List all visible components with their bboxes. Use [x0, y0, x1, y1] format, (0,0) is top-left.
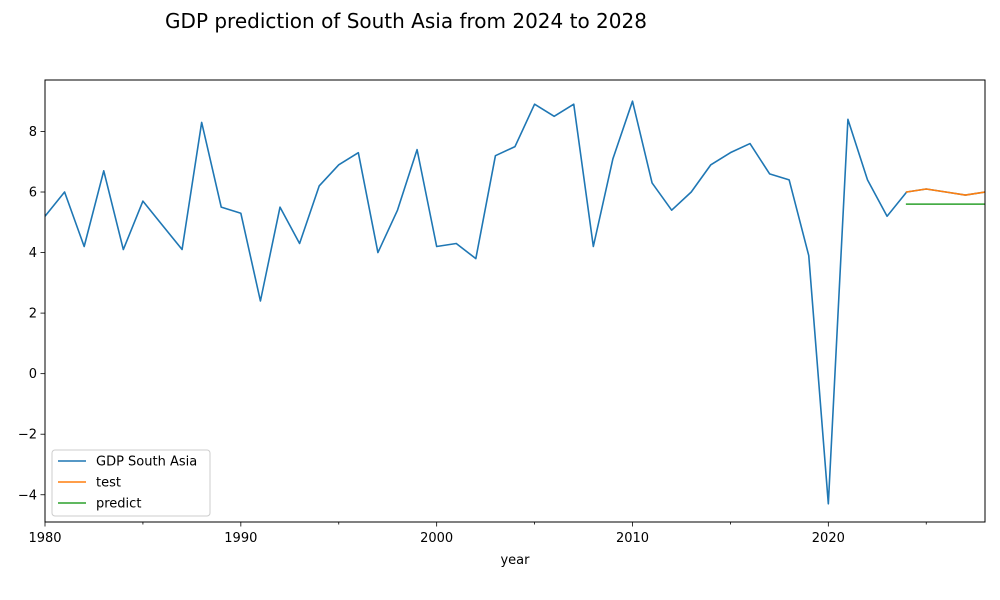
y-tick-label: 0 — [29, 367, 37, 382]
y-tick-label: −4 — [18, 488, 37, 503]
legend: GDP South Asia test predict — [51, 449, 211, 517]
series-line-0 — [45, 100, 985, 505]
legend-label: GDP South Asia — [96, 455, 197, 470]
y-tick-label: −2 — [18, 428, 37, 443]
x-tick-label: 2010 — [616, 531, 649, 546]
legend-label: predict — [96, 497, 141, 512]
axis-ticks: 1980 1990 2000 2010 2020 −4 −2 0 2 4 6 8 — [18, 125, 927, 546]
chart-title: GDP prediction of South Asia from 2024 t… — [165, 9, 647, 33]
x-tick-label: 2000 — [420, 531, 453, 546]
y-tick-label: 4 — [29, 246, 37, 261]
plot-area — [45, 100, 985, 505]
x-axis-label: year — [500, 553, 530, 568]
y-tick-label: 8 — [29, 125, 37, 140]
x-tick-label: 1990 — [224, 531, 257, 546]
x-tick-label: 2020 — [812, 531, 845, 546]
plot-frame — [44, 79, 986, 523]
series-line-1 — [905, 188, 985, 196]
y-tick-label: 6 — [29, 186, 37, 201]
y-tick-label: 2 — [29, 307, 37, 322]
legend-box — [51, 449, 211, 517]
x-tick-label: 1980 — [28, 531, 61, 546]
legend-label: test — [96, 476, 121, 491]
